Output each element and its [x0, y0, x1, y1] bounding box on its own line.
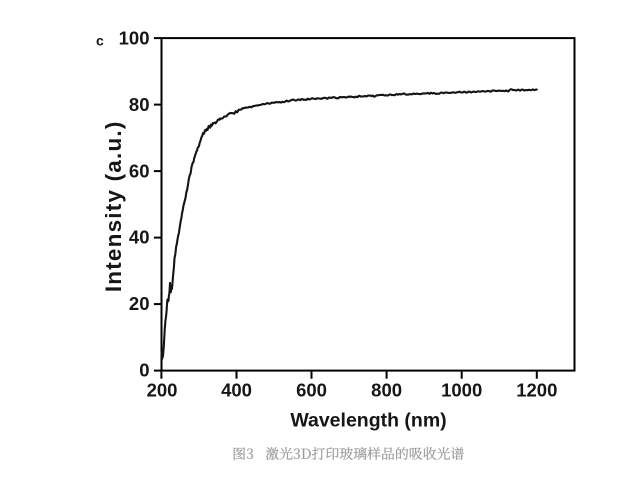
svg-text:800: 800 — [371, 379, 402, 400]
svg-text:20: 20 — [129, 293, 150, 314]
svg-text:Intensity (a.u.): Intensity (a.u.) — [101, 120, 126, 292]
svg-text:200: 200 — [147, 379, 178, 400]
svg-text:60: 60 — [129, 160, 150, 181]
svg-text:400: 400 — [221, 379, 252, 400]
svg-text:80: 80 — [129, 94, 150, 115]
svg-text:600: 600 — [296, 379, 327, 400]
svg-text:1200: 1200 — [516, 379, 557, 400]
svg-text:40: 40 — [129, 227, 150, 248]
svg-text:1000: 1000 — [441, 379, 482, 400]
svg-text:0: 0 — [139, 360, 149, 381]
svg-text:100: 100 — [119, 27, 150, 48]
svg-text:Wavelength (nm): Wavelength (nm) — [290, 409, 446, 431]
svg-text:c: c — [96, 33, 104, 49]
